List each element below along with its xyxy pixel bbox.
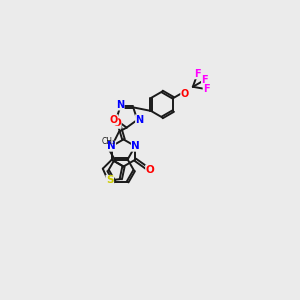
Text: O: O [110, 115, 118, 125]
Text: O: O [181, 89, 189, 99]
Text: N: N [131, 141, 140, 151]
Text: N: N [116, 100, 124, 110]
Text: O: O [146, 165, 154, 175]
Text: S: S [106, 176, 113, 185]
Text: O: O [112, 118, 121, 128]
Text: F: F [202, 75, 208, 85]
Text: F: F [203, 84, 210, 94]
Text: N: N [107, 141, 116, 151]
Text: CH₃: CH₃ [102, 136, 116, 146]
Text: F: F [194, 69, 201, 79]
Text: N: N [136, 115, 144, 125]
